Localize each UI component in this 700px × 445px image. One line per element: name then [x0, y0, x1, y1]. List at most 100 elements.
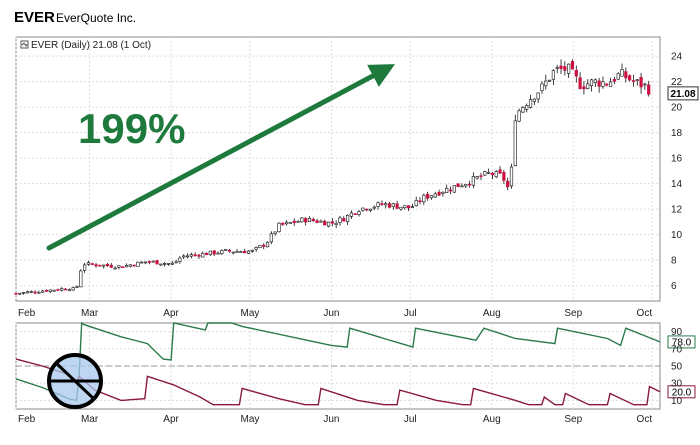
osc-last-badge	[667, 335, 696, 349]
candle-body	[98, 264, 102, 267]
candle-body	[315, 220, 319, 223]
candle-body	[201, 252, 205, 258]
candle-body	[490, 172, 495, 176]
osc-series-line-1	[15, 321, 661, 402]
candle-body	[616, 73, 620, 80]
candle-body	[395, 203, 399, 209]
price-y-tick: 14	[671, 179, 683, 190]
candle-body	[48, 289, 52, 292]
candle-body	[44, 289, 49, 292]
candle-body	[231, 251, 235, 254]
price-x-tick: Oct	[637, 308, 653, 319]
gain-annotation: 199%	[78, 105, 185, 152]
candle-body	[94, 264, 98, 267]
last-price-badge: 21.08	[667, 86, 699, 101]
candle-body	[624, 71, 628, 79]
candle-body	[311, 218, 315, 222]
candle-body	[368, 208, 373, 211]
candle-body	[647, 84, 651, 95]
candle-body	[212, 250, 216, 255]
price-x-axis: Feb Mar Apr May Jun Jul Aug Sep Oct	[18, 308, 652, 319]
candle-body	[387, 203, 392, 208]
candle-body	[254, 247, 258, 250]
legend-icon[interactable]	[20, 40, 29, 49]
oscillator-y-axis: 10 30 50 70 90	[671, 327, 683, 407]
candle-body	[612, 79, 616, 82]
candle-body	[197, 254, 201, 257]
price-x-tick: Apr	[163, 308, 179, 319]
candle-body	[193, 254, 197, 257]
candle-body	[300, 217, 304, 223]
candle-body	[75, 286, 79, 288]
candle-body	[487, 172, 491, 174]
candle-body	[109, 264, 113, 268]
candle-body	[166, 263, 171, 265]
last-price-label: 21.08	[670, 89, 695, 100]
candle-body	[288, 222, 293, 224]
candle-body	[574, 69, 578, 77]
candle-body	[635, 79, 639, 82]
price-x-tick: Jun	[323, 308, 339, 319]
candle-body	[414, 200, 418, 207]
price-y-axis: 6 8 10 12 14 16 18 20 22 24	[671, 52, 683, 293]
candle-body	[349, 212, 354, 217]
candle-body	[582, 86, 586, 90]
candle-body	[269, 233, 273, 243]
candle-body	[285, 221, 289, 225]
candle-body	[273, 231, 277, 234]
candle-body	[586, 83, 590, 89]
osc-last-value: 78.0	[672, 337, 692, 348]
osc-last-value: 20.0	[672, 387, 692, 398]
candle-body	[570, 61, 575, 70]
candle-body	[224, 249, 228, 251]
candle-body	[143, 261, 148, 264]
osc-y-tick: 90	[671, 327, 683, 338]
candle-body	[208, 250, 212, 256]
crossed-circle-icon	[47, 353, 103, 409]
candle-body	[262, 244, 266, 247]
oscillator-grid	[15, 323, 660, 409]
candle-body	[56, 289, 60, 291]
candle-body	[426, 193, 430, 199]
candle-body	[136, 261, 140, 267]
candle-body	[406, 205, 411, 209]
price-x-tick: Feb	[18, 308, 36, 319]
price-x-tick: Mar	[81, 308, 99, 319]
candle-body	[357, 211, 361, 215]
candle-body	[239, 251, 243, 253]
candle-body	[460, 185, 464, 188]
candle-body	[292, 220, 296, 224]
candle-body	[483, 171, 487, 176]
candle-body	[277, 222, 281, 232]
price-panel	[15, 36, 661, 302]
osc-x-tick: Feb	[18, 414, 36, 425]
candle-body	[151, 260, 155, 263]
candle-body	[448, 189, 453, 192]
candle-body	[147, 261, 152, 263]
candle-body	[41, 290, 45, 293]
candle-body	[117, 265, 121, 268]
candle-body	[178, 257, 182, 262]
candle-body	[620, 69, 624, 77]
candle-body	[433, 193, 437, 198]
candle-body	[567, 63, 571, 74]
candle-body	[509, 166, 514, 187]
candle-body	[319, 220, 323, 223]
candle-body	[250, 249, 254, 252]
candle-body	[452, 185, 456, 193]
candle-body	[29, 291, 33, 293]
candle-body	[304, 218, 308, 223]
osc-x-tick: Jul	[404, 414, 417, 425]
candle-body	[437, 191, 441, 196]
candle-body	[410, 206, 414, 209]
candle-body	[399, 206, 403, 210]
price-y-tick: 24	[671, 52, 683, 63]
candle-body	[330, 221, 334, 224]
candle-body	[418, 200, 422, 203]
candle-body	[540, 83, 544, 91]
candle-body	[353, 213, 357, 215]
osc-y-tick: 10	[671, 396, 683, 407]
price-x-tick: Sep	[564, 308, 582, 319]
